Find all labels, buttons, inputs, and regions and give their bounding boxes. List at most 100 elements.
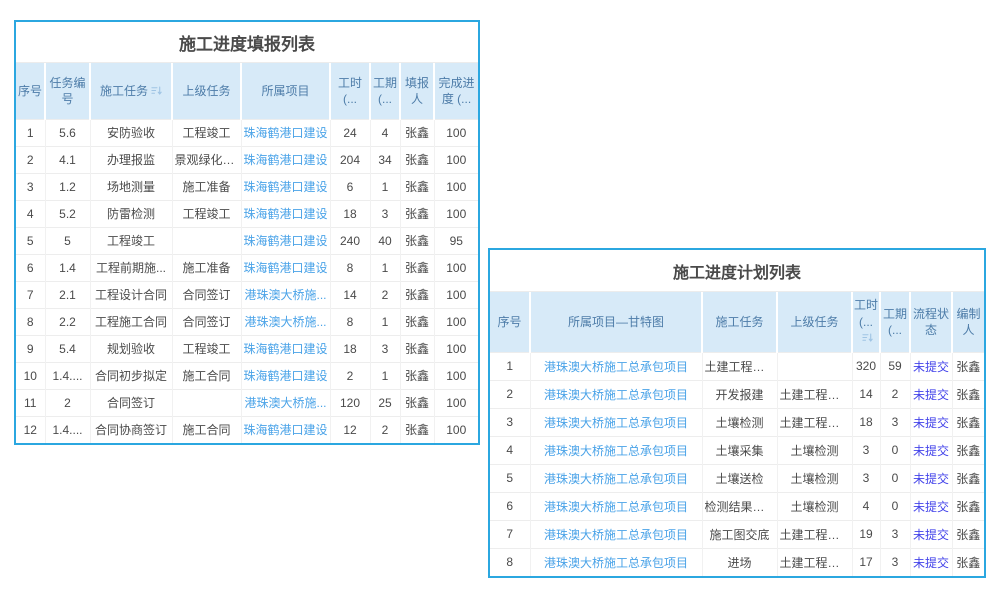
report-table: 序号 任务编号 施工任务 上级任务 所属项目 工时 (... 工期 (... 填报人 完成进度 … [16,63,478,443]
project-link[interactable]: 珠海鹤港口建设 [240,145,330,173]
column-header[interactable]: 施工任务 [89,63,172,119]
project-link[interactable]: 港珠澳大桥施工总承包项目 [529,463,702,492]
sort-icon[interactable] [862,332,873,343]
cell: 2.2 [44,307,90,335]
cell: 12 [329,415,370,443]
project-link[interactable]: 港珠澳大桥施工总承包项目 [529,491,702,520]
project-link[interactable]: 港珠澳大桥施工总承包项目 [529,435,702,464]
cell: 17 [851,547,880,576]
project-link[interactable]: 珠海鹤港口建设 [240,361,330,389]
cell: 5 [490,463,530,492]
cell: 8 [329,307,370,335]
column-header: 所属项目—甘特图 [529,292,702,352]
cell: 张鑫 [399,172,434,200]
cell: 40 [369,226,400,254]
project-link[interactable]: 港珠澳大桥施工总承包项目 [529,547,702,576]
cell: 2 [329,361,370,389]
column-header-label: 任务编号 [49,75,86,106]
plan-table-card: 施工进度计划列表 序号 所属项目—甘特图 施工任务 上级任务 工时 (... 工期 (..… [488,248,986,578]
cell: 4 [16,199,45,227]
cell: 100 [433,415,478,443]
table-row: 1 港珠澳大桥施工总承包项目 土建工程施工 320 59 未提交 张鑫 [490,351,984,380]
column-header: 施工任务 [701,292,777,352]
cell: 张鑫 [951,519,984,548]
cell: 3 [369,334,400,362]
cell: 工程竣工 [171,334,241,362]
cell: 11 [16,388,45,416]
cell: 张鑫 [399,280,434,308]
cell: 34 [369,145,400,173]
table-row: 6 1.4 工程前期施... 施工准备 珠海鹤港口建设 8 1 张鑫 100 [16,253,478,281]
cell: 张鑫 [399,226,434,254]
cell: 土壤检测 [701,407,777,436]
cell: 2 [44,388,90,416]
table-row: 4 5.2 防雷检测 工程竣工 珠海鹤港口建设 18 3 张鑫 100 [16,199,478,227]
cell: 18 [329,199,370,227]
status-link[interactable]: 未提交 [909,491,952,520]
table-row: 2 4.1 办理报监 景观绿化施工 珠海鹤港口建设 204 34 张鑫 100 [16,145,478,173]
project-link[interactable]: 珠海鹤港口建设 [240,199,330,227]
status-link[interactable]: 未提交 [909,463,952,492]
column-header-label: 工期 (... [372,75,397,106]
cell: 5 [16,226,45,254]
cell: 进场 [701,547,777,576]
cell: 张鑫 [399,253,434,281]
cell: 土壤检测 [776,463,852,492]
cell: 工程前期施... [89,253,172,281]
column-header: 任务编号 [44,63,90,119]
status-link[interactable]: 未提交 [909,519,952,548]
column-header-label: 上级任务 [790,314,839,329]
project-link[interactable]: 珠海鹤港口建设 [240,172,330,200]
project-link[interactable]: 港珠澳大桥施工总承包项目 [529,351,702,380]
cell: 5 [44,226,90,254]
cell: 18 [851,407,880,436]
project-link[interactable]: 珠海鹤港口建设 [240,334,330,362]
cell: 合同签订 [171,307,241,335]
table-row: 2 港珠澳大桥施工总承包项目 开发报建 土建工程施工 14 2 未提交 张鑫 [490,379,984,408]
cell: 张鑫 [399,307,434,335]
column-header-label: 工时 (... [854,298,879,329]
status-link[interactable]: 未提交 [909,407,952,436]
project-link[interactable]: 港珠澳大桥施工总承包项目 [529,379,702,408]
header-row: 序号 任务编号 施工任务 上级任务 所属项目 工时 (... 工期 (... 填报人 完成进度 … [16,63,478,119]
cell: 100 [433,307,478,335]
cell: 100 [433,145,478,173]
project-link[interactable]: 港珠澳大桥施... [240,280,330,308]
project-link[interactable]: 港珠澳大桥施... [240,307,330,335]
status-link[interactable]: 未提交 [909,351,952,380]
cell: 土建工程施工 [701,351,777,380]
column-header: 工时 (... [329,63,370,119]
project-link[interactable]: 珠海鹤港口建设 [240,253,330,281]
project-link[interactable]: 珠海鹤港口建设 [240,226,330,254]
project-link[interactable]: 港珠澳大桥施工总承包项目 [529,407,702,436]
cell: 14 [329,280,370,308]
cell: 场地测量 [89,172,172,200]
cell: 100 [433,334,478,362]
cell: 3 [879,547,910,576]
status-link[interactable]: 未提交 [909,547,952,576]
report-table-card: 施工进度填报列表 序号 任务编号 施工任务 上级任务 所属项目 工时 (... 工期 (..… [14,20,480,445]
cell: 1 [369,307,400,335]
project-link[interactable]: 港珠澳大桥施工总承包项目 [529,519,702,548]
cell: 张鑫 [951,379,984,408]
cell: 张鑫 [399,361,434,389]
sort-icon[interactable] [151,85,162,96]
project-link[interactable]: 珠海鹤港口建设 [240,118,330,146]
column-header[interactable]: 工时 (... [851,292,880,352]
cell: 景观绿化施工 [171,145,241,173]
column-header: 序号 [16,63,45,119]
column-header: 工期 (... [879,292,910,352]
project-link[interactable]: 港珠澳大桥施... [240,388,330,416]
column-header: 序号 [490,292,530,352]
table-row: 12 1.4.... 合同协商签订 施工合同 珠海鹤港口建设 12 2 张鑫 100 [16,415,478,443]
project-link[interactable]: 珠海鹤港口建设 [240,415,330,443]
cell: 0 [879,435,910,464]
cell: 100 [433,172,478,200]
cell: 100 [433,280,478,308]
cell: 1.4.... [44,415,90,443]
cell: 25 [369,388,400,416]
table-row: 11 2 合同签订 港珠澳大桥施... 120 25 张鑫 100 [16,388,478,416]
status-link[interactable]: 未提交 [909,379,952,408]
table-row: 7 2.1 工程设计合同 合同签订 港珠澳大桥施... 14 2 张鑫 100 [16,280,478,308]
status-link[interactable]: 未提交 [909,435,952,464]
